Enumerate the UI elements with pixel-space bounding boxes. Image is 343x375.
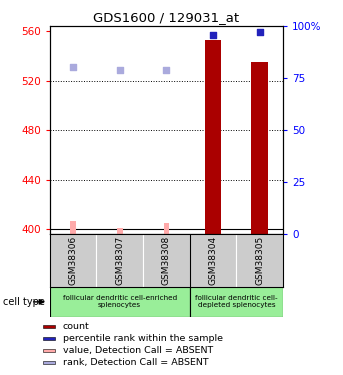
Bar [43, 361, 55, 364]
Text: cell type: cell type [3, 297, 45, 307]
Text: percentile rank within the sample: percentile rank within the sample [63, 334, 223, 343]
Text: count: count [63, 322, 90, 331]
Text: follicular dendritic cell-enriched
splenocytes: follicular dendritic cell-enriched splen… [62, 296, 177, 308]
Title: GDS1600 / 129031_at: GDS1600 / 129031_at [93, 11, 239, 24]
Bar [50, 287, 190, 317]
Bar [143, 234, 190, 287]
Bar [251, 62, 268, 234]
Bar [43, 325, 55, 328]
Text: GSM38305: GSM38305 [255, 236, 264, 285]
Text: GSM38306: GSM38306 [69, 236, 78, 285]
Text: value, Detection Call = ABSENT: value, Detection Call = ABSENT [63, 346, 213, 355]
Bar [190, 234, 236, 287]
Point [210, 32, 216, 38]
Point [257, 30, 262, 36]
Text: GSM38304: GSM38304 [209, 236, 217, 285]
Text: GSM38307: GSM38307 [115, 236, 124, 285]
Text: GSM38308: GSM38308 [162, 236, 171, 285]
Bar [164, 223, 169, 234]
Point [117, 67, 122, 73]
Bar [96, 234, 143, 287]
Text: follicular dendritic cell-
depleted splenocytes: follicular dendritic cell- depleted sple… [195, 296, 277, 308]
Bar [117, 228, 122, 234]
Bar [205, 40, 221, 234]
Bar [50, 234, 96, 287]
Point [70, 64, 76, 70]
Bar [236, 234, 283, 287]
Bar [190, 287, 283, 317]
Text: rank, Detection Call = ABSENT: rank, Detection Call = ABSENT [63, 358, 209, 367]
Point [164, 67, 169, 73]
Bar [43, 337, 55, 340]
Bar [43, 349, 55, 352]
Bar [70, 221, 76, 234]
